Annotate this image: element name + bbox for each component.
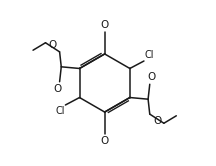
Text: Cl: Cl bbox=[55, 106, 65, 116]
Text: Cl: Cl bbox=[145, 50, 154, 60]
Text: O: O bbox=[153, 116, 161, 126]
Text: O: O bbox=[101, 136, 109, 146]
Text: O: O bbox=[147, 72, 156, 82]
Text: O: O bbox=[101, 20, 109, 30]
Text: O: O bbox=[54, 84, 62, 94]
Text: O: O bbox=[48, 40, 56, 50]
